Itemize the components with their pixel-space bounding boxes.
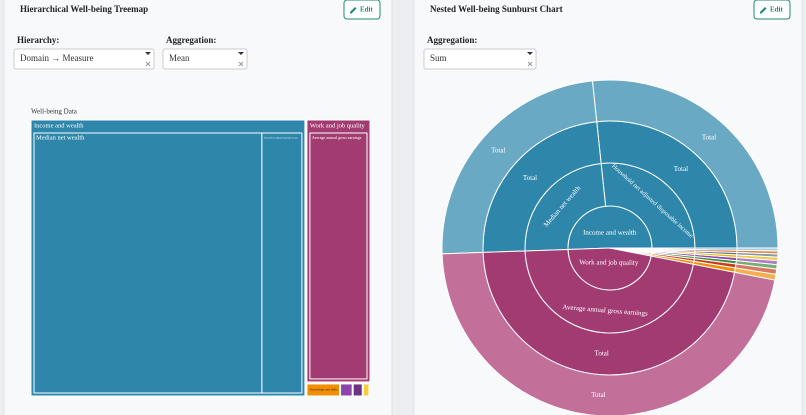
- pencil-icon: [760, 7, 767, 14]
- button-text: Edit: [360, 6, 374, 14]
- treemap-cell: [33, 132, 263, 394]
- dropdown-box: [162, 48, 248, 70]
- treemap-root-label: Well-being Data: [31, 108, 78, 116]
- sunburst-label: Total: [595, 349, 609, 357]
- dropdown-box: [423, 48, 537, 70]
- pencil-icon: [350, 7, 357, 14]
- dropdown-value: Sum: [430, 53, 447, 63]
- clear-icon: [238, 61, 244, 67]
- dropdown-box: [13, 48, 155, 70]
- caret: [527, 52, 533, 55]
- sunburst-label: Income and wealth: [583, 229, 637, 237]
- button-text: Edit: [770, 6, 784, 14]
- dropdown-value: Domain → Measure: [20, 53, 93, 63]
- aggregation-dropdown[interactable]: Sum: [423, 48, 537, 70]
- sunburst-total: [441, 251, 776, 415]
- sunburst-label: Total: [674, 165, 688, 173]
- sunburst-total: [736, 247, 779, 252]
- panel-title: Nested Well-being Sunburst Chart: [430, 4, 563, 14]
- sunburst-label: Total: [591, 391, 605, 399]
- button-frame: [753, 0, 791, 20]
- field-label: Aggregation:: [427, 35, 477, 45]
- treemap-domain: [306, 383, 341, 397]
- field-label: Aggregation:: [166, 35, 216, 45]
- treemap-domain-label: Knowledge and skills: [310, 388, 338, 392]
- dropdown-value: Mean: [169, 53, 190, 63]
- edit-button[interactable]: Edit: [343, 0, 381, 20]
- treemap-cell: [261, 132, 303, 394]
- hierarchy-dropdown[interactable]: Domain → Measure: [13, 48, 155, 70]
- sunburst-measure: [651, 247, 696, 250]
- aggregation-dropdown[interactable]: Mean: [162, 48, 248, 70]
- treemap-cell: [309, 132, 368, 380]
- treemap-domain-label: Income and wealth: [34, 122, 84, 129]
- treemap-domain: [352, 383, 363, 397]
- clear-icon: [527, 61, 533, 67]
- panel-title: Hierarchical Well-being Treemap: [20, 4, 148, 14]
- treemap-cell-label: Average annual gross earnings: [312, 135, 362, 140]
- treemap-domain-label: Work and job quality: [310, 122, 366, 129]
- treemap-cell-label: Household net adjusted disposable income: [264, 137, 298, 139]
- field-label: Hierarchy:: [17, 35, 59, 45]
- sunburst-label: Total: [491, 147, 505, 155]
- treemap-domain: [340, 383, 353, 397]
- treemap-domain: [362, 383, 370, 397]
- sunburst-label: Total: [523, 174, 537, 182]
- edit-button[interactable]: Edit: [753, 0, 791, 20]
- sunburst-label: Work and job quality: [579, 258, 639, 266]
- sunburst-label: Total: [702, 134, 716, 142]
- treemap-cell-label: Median net wealth: [36, 134, 85, 141]
- caret: [238, 52, 244, 55]
- sunburst-subtotal: [694, 247, 738, 251]
- button-frame: [343, 0, 381, 20]
- caret: [145, 52, 151, 55]
- clear-icon: [145, 61, 151, 67]
